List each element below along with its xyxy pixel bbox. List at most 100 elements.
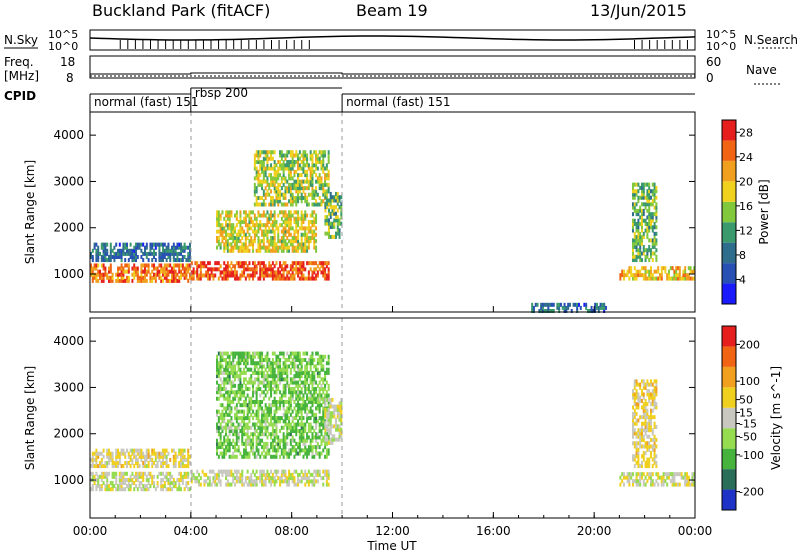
data-cell xyxy=(631,418,634,423)
data-cell xyxy=(226,448,229,453)
data-cell xyxy=(639,438,642,443)
data-cell xyxy=(335,205,338,210)
data-cell xyxy=(315,451,318,456)
data-cell xyxy=(217,476,220,481)
data-cell xyxy=(282,364,285,369)
data-cell xyxy=(327,411,330,416)
data-cell xyxy=(226,441,229,446)
data-cell xyxy=(325,367,328,372)
data-cell xyxy=(288,364,291,369)
data-cell xyxy=(142,471,145,476)
data-cell xyxy=(642,408,645,413)
data-cell xyxy=(162,269,165,274)
data-cell xyxy=(324,393,327,398)
data-cell xyxy=(289,393,292,398)
data-cell xyxy=(216,219,219,224)
data-cell xyxy=(270,364,273,369)
data-cell xyxy=(297,482,300,487)
data-cell xyxy=(644,205,647,210)
data-cell xyxy=(234,226,237,231)
data-cell xyxy=(307,179,310,184)
data-cell xyxy=(648,434,651,439)
data-cell xyxy=(340,215,343,220)
data-cell xyxy=(250,412,253,417)
data-cell xyxy=(289,216,292,221)
data-cell xyxy=(259,422,262,427)
data-cell xyxy=(225,364,228,369)
data-cell xyxy=(255,409,258,414)
data-cell xyxy=(298,432,301,437)
data-cell xyxy=(558,308,561,313)
data-cell xyxy=(619,475,622,480)
data-cell xyxy=(176,272,179,277)
data-cell xyxy=(585,305,588,310)
data-cell xyxy=(117,484,120,489)
data-cell xyxy=(315,192,318,197)
data-cell xyxy=(160,451,163,456)
data-cell xyxy=(262,390,265,395)
colorbar-tick-label: 28 xyxy=(739,126,753,139)
data-cell xyxy=(302,216,305,221)
data-cell xyxy=(244,261,247,266)
data-cell xyxy=(291,364,294,369)
data-cell xyxy=(226,472,229,477)
data-cell xyxy=(271,261,274,266)
data-cell xyxy=(225,367,228,372)
data-cell xyxy=(223,393,226,398)
data-cell xyxy=(631,415,634,420)
data-cell xyxy=(167,451,170,456)
data-cell xyxy=(315,163,318,168)
data-cell xyxy=(315,186,318,191)
data-cell xyxy=(183,272,186,277)
data-cell xyxy=(306,199,309,204)
data-cell xyxy=(635,460,638,465)
data-cell xyxy=(315,226,318,231)
data-cell xyxy=(297,195,300,200)
data-cell xyxy=(648,475,651,480)
data-cell xyxy=(289,412,292,417)
data-cell xyxy=(316,361,319,366)
data-cell xyxy=(633,258,636,263)
data-cell xyxy=(304,210,307,215)
data-cell xyxy=(126,248,129,253)
data-cell xyxy=(322,153,325,158)
data-cell xyxy=(201,264,204,269)
data-cell xyxy=(136,448,139,453)
data-cell xyxy=(333,424,336,429)
data-cell xyxy=(302,358,305,363)
freq-panel: Freq. [MHz] 18 8 60 0 Nave xyxy=(4,55,780,85)
data-cell xyxy=(307,435,310,440)
data-cell xyxy=(95,258,98,263)
data-cell xyxy=(311,166,314,171)
data-cell xyxy=(196,264,199,269)
data-cell xyxy=(118,451,121,456)
data-cell xyxy=(291,192,294,197)
data-cell xyxy=(145,487,148,492)
data-cell xyxy=(225,409,228,414)
data-cell xyxy=(324,469,327,474)
data-cell xyxy=(183,474,186,479)
data-cell xyxy=(324,445,327,450)
data-cell xyxy=(320,261,323,266)
data-cell xyxy=(313,169,316,174)
data-cell xyxy=(163,269,166,274)
data-cell xyxy=(631,244,634,249)
data-cell xyxy=(216,451,219,456)
data-cell xyxy=(311,195,314,200)
data-cell xyxy=(297,476,300,481)
data-cell xyxy=(279,195,282,200)
data-cell xyxy=(277,192,280,197)
data-cell xyxy=(133,251,136,256)
data-cell xyxy=(151,258,154,263)
data-cell xyxy=(313,479,316,484)
data-cell xyxy=(261,166,264,171)
data-cell xyxy=(244,219,247,224)
data-cell xyxy=(270,454,273,459)
data-cell xyxy=(275,186,278,191)
data-cell xyxy=(277,419,280,424)
data-cell xyxy=(226,351,229,356)
data-cell xyxy=(136,245,139,250)
data-cell xyxy=(243,419,246,424)
data-cell xyxy=(277,270,280,275)
data-cell xyxy=(639,244,642,249)
